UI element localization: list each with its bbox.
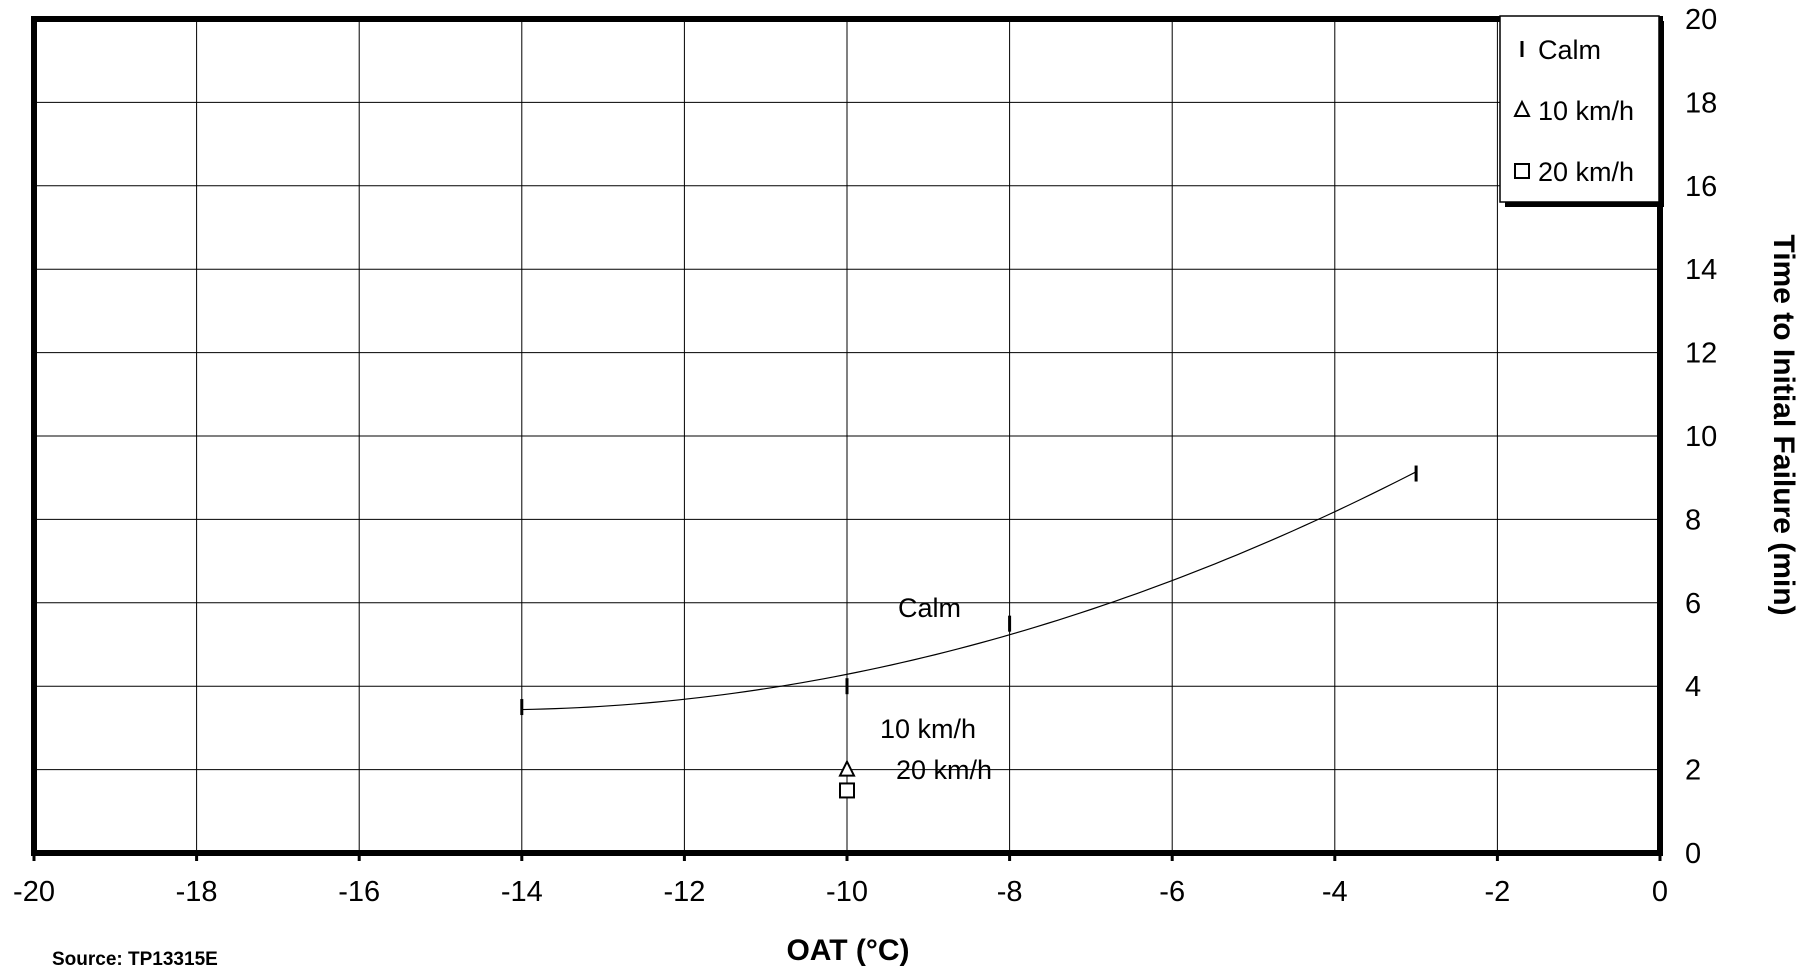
x-tick-label: 0: [1652, 876, 1668, 908]
x-tick-label: -12: [663, 876, 705, 908]
legend-items: Calm 10 km/h 20 km/h: [1513, 35, 1634, 187]
legend: Calm 10 km/h 20 km/h: [1499, 15, 1664, 207]
x-tick-label: -20: [13, 876, 55, 908]
x-tick-labels: -20 -18 -16 -14 -12 -10 -8 -6 -4 -2 0: [13, 853, 1668, 908]
legend-label: 10 km/h: [1538, 96, 1634, 126]
x-tick-label: -18: [176, 876, 218, 908]
trendline: [521, 471, 1417, 711]
series-annotations: Calm 10 km/h 20 km/h: [880, 593, 992, 785]
data-point: [839, 782, 855, 799]
series-annotation: 20 km/h: [896, 755, 992, 785]
legend-marker: [1514, 163, 1530, 179]
y-tick-labels: 0 2 4 6 8 10 12 14 16 18 20: [1685, 4, 1717, 870]
x-tick-label: -2: [1485, 876, 1511, 908]
y-tick-label: 0: [1685, 838, 1701, 870]
y-tick-label: 6: [1685, 588, 1701, 620]
marker-layer: [520, 465, 1418, 799]
legend-label: 20 km/h: [1538, 157, 1634, 187]
grid-layer: [34, 19, 1660, 853]
x-tick-label: -4: [1322, 876, 1348, 908]
x-tick-label: -16: [338, 876, 380, 908]
y-tick-label: 12: [1685, 338, 1717, 370]
source-note: Source: TP13315E: [52, 949, 218, 969]
x-tick-label: -6: [1159, 876, 1185, 908]
y-tick-label: 16: [1685, 171, 1717, 203]
y-tick-label: 14: [1685, 254, 1717, 286]
y-tick-label: 10: [1685, 421, 1717, 453]
y-tick-label: 2: [1685, 755, 1701, 787]
legend-marker: [1513, 99, 1531, 117]
legend-label: Calm: [1538, 35, 1601, 65]
y-axis-title: Time to Initial Failure (min): [1767, 234, 1800, 615]
series-annotation: 10 km/h: [880, 714, 976, 744]
y-tick-label: 20: [1685, 4, 1717, 36]
x-tick-label: -8: [997, 876, 1023, 908]
y-tick-label: 18: [1685, 87, 1717, 119]
x-axis-title: OAT (°C): [786, 934, 909, 967]
y-tick-label: 4: [1685, 671, 1701, 703]
data-point: [838, 759, 856, 777]
x-tick-label: -14: [501, 876, 543, 908]
y-tick-label: 8: [1685, 504, 1701, 536]
x-tick-label: -10: [826, 876, 868, 908]
trendline-layer: [521, 471, 1417, 711]
series-annotation: Calm: [898, 593, 961, 623]
